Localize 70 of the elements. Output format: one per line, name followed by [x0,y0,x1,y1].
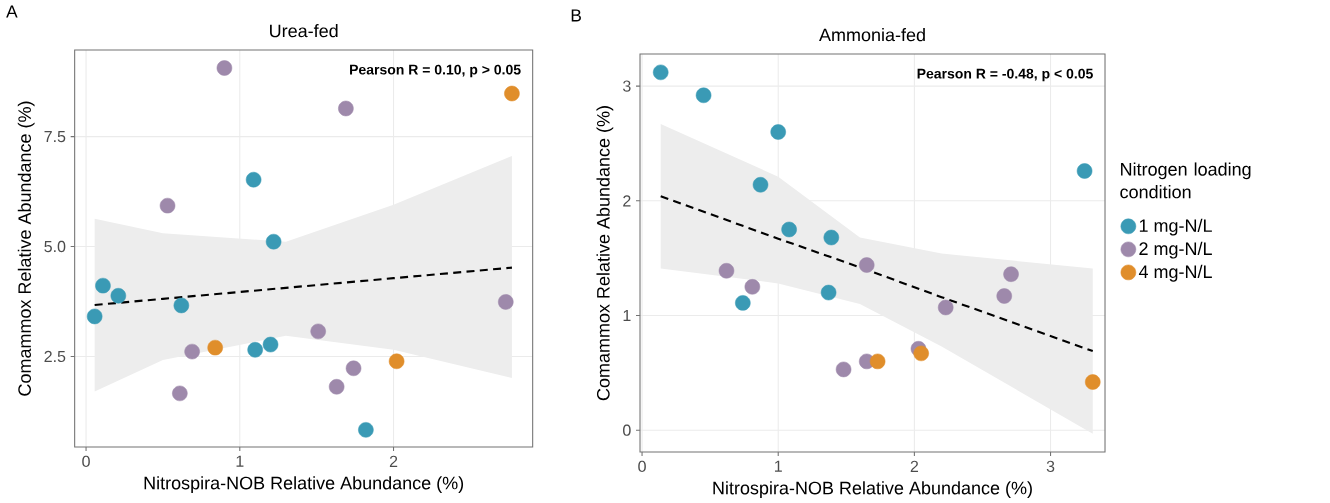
point [345,360,362,377]
point [86,308,103,325]
line-series [659,195,1094,353]
legend-label: 4 mg-N/L [1138,264,1212,282]
line-series [93,266,513,307]
point [184,343,200,360]
legend-label: 2 mg-N/L [1139,241,1212,259]
point [504,85,520,102]
y-axis-title: Comammox Relative Abundance (%) [17,101,35,396]
chart-title: Urea-fed [270,24,338,38]
point [869,353,886,370]
point [110,288,127,304]
point [216,60,233,76]
point [328,379,345,395]
point [820,284,837,301]
point [996,288,1012,304]
x-tick-label: 1 [774,460,782,472]
point [652,64,669,81]
text: B [571,9,581,22]
point [95,277,111,294]
point [265,233,282,250]
legend-label: 1 mg-N/L [1139,218,1212,236]
y-tick-label: 2 [623,195,631,207]
point [1003,266,1019,282]
x-tick-label: 3 [1046,460,1055,473]
point [172,385,188,402]
point [913,345,929,362]
point [1076,163,1093,179]
point [752,177,769,193]
point [207,339,223,356]
y-tick-label: 2.5 [44,350,66,363]
text: A [6,5,18,18]
point [744,279,761,295]
point [245,171,262,188]
y-tick-label: 1 [623,310,631,322]
point [823,229,840,246]
point [770,124,786,140]
x-tick-label: 2 [910,460,919,472]
x-tick-label: 1 [236,455,244,467]
point [781,221,797,238]
y-tick-label: 7.5 [44,131,66,143]
point [937,299,954,316]
x-tick-label: 0 [82,455,90,468]
point [695,87,712,104]
point [247,342,263,358]
point [388,353,405,370]
point [159,197,176,214]
annotation: Pearson R = 0.10, p > 0.05 [350,64,521,78]
y-tick-label: 5.0 [44,240,66,253]
x-tick-label: 0 [638,460,646,473]
annotation: Pearson R = -0.48, p < 0.05 [917,68,1093,82]
x-axis-title: Nitrospira-NOB Relative Abundance (%) [713,481,1032,498]
point [310,323,326,340]
x-tick-label: 2 [389,455,398,467]
legend-title: Nitrogen loading condition [1120,162,1251,199]
point [835,361,852,378]
point [735,295,751,311]
point [858,257,875,273]
y-tick-label: 3 [623,80,631,92]
point [262,336,279,353]
y-axis-title: Comammox Relative Abundance (%) [596,106,614,401]
point [1085,374,1101,390]
point [718,263,735,279]
point [498,294,514,310]
point [173,297,190,314]
y-tick-label: 0 [623,424,631,436]
point [358,422,374,438]
chart-title: Ammonia-fed [819,28,925,42]
point [338,100,354,117]
x-axis-title: Nitrospira-NOB Relative Abundance (%) [144,476,464,493]
